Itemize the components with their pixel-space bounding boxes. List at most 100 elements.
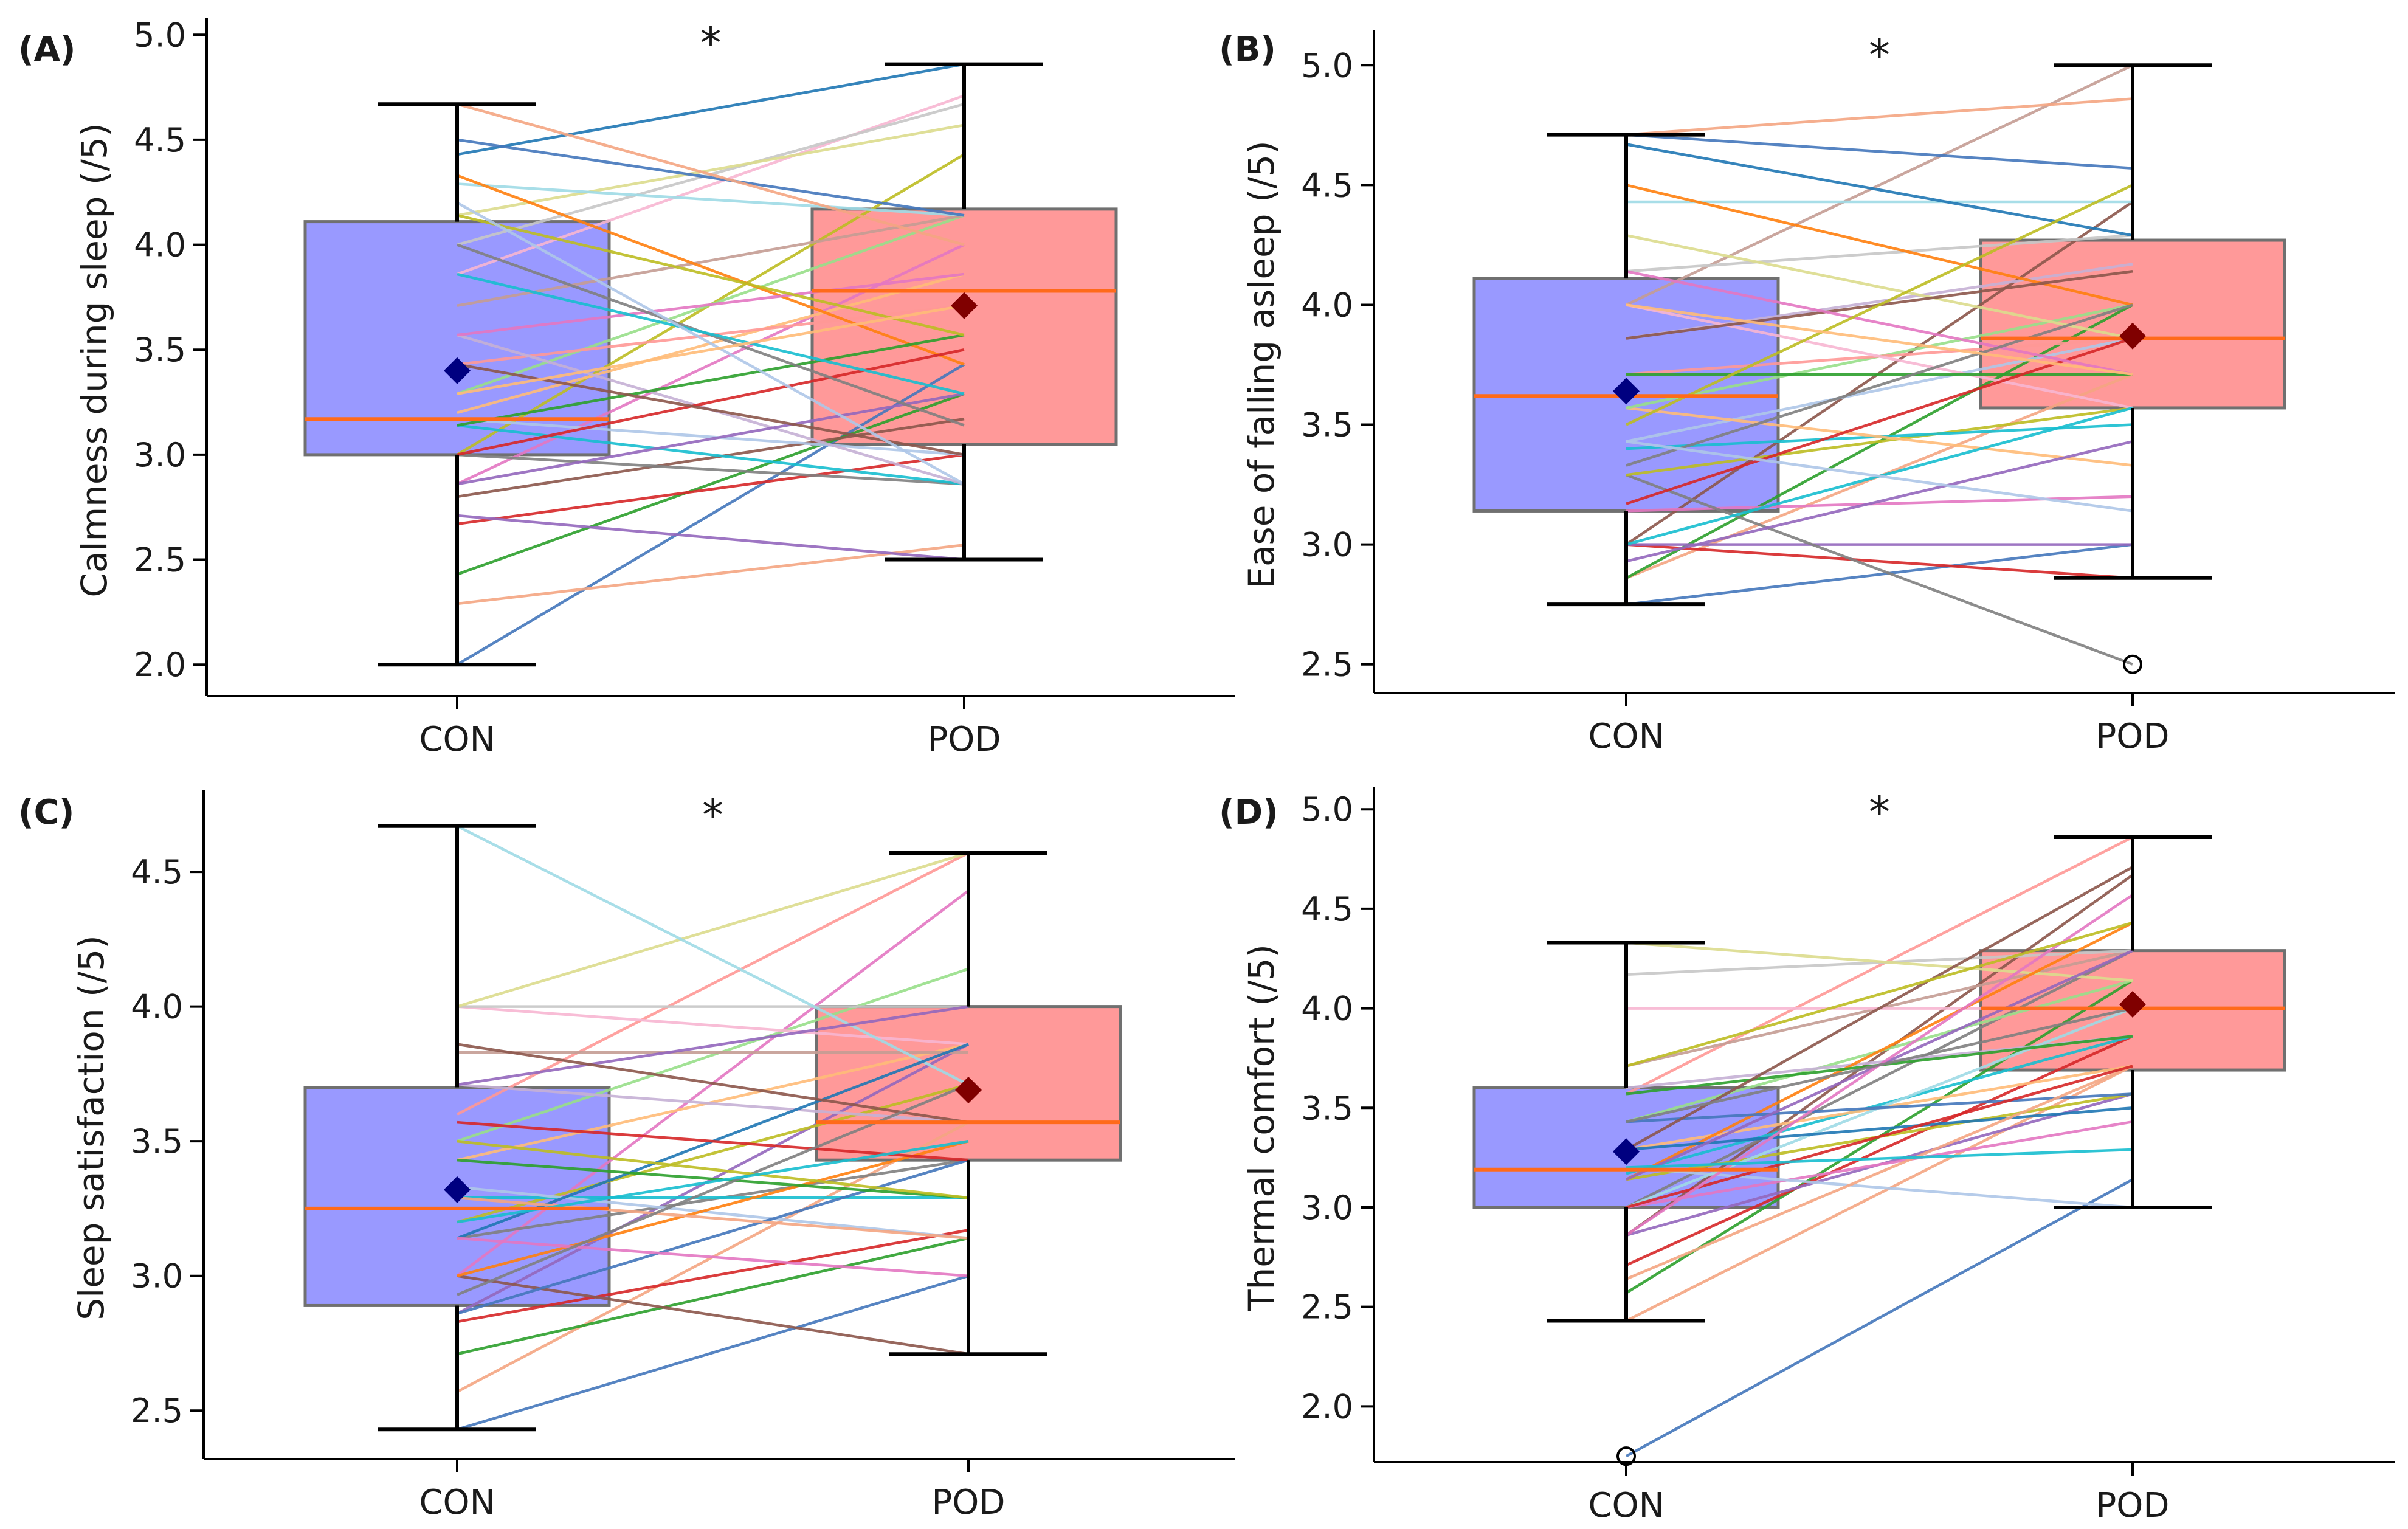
participant-line	[1626, 1007, 2133, 1123]
x-tick-label-con: CON	[419, 720, 495, 759]
participant-line	[457, 123, 965, 217]
participant-line	[1625, 1178, 2134, 1458]
participant-line	[457, 424, 965, 486]
y-tick-label: 3.0	[131, 1257, 183, 1296]
y-tick-label: 4.0	[134, 226, 186, 264]
y-tick-label: 4.0	[1301, 990, 1353, 1028]
significance-marker: *	[1869, 30, 1890, 80]
participant-line	[1626, 543, 2133, 606]
participant-line	[457, 174, 965, 366]
participant-line	[457, 1274, 969, 1431]
participant-line	[1626, 440, 2133, 513]
y-tick-label: 5.0	[134, 16, 186, 54]
participant-line	[457, 514, 965, 561]
participant-line	[457, 1237, 969, 1277]
participant-line	[1626, 303, 2133, 376]
participant-line	[1626, 1065, 2133, 1280]
panel-c: (C) * Sleep satisfaction (/5) 2.5 3.0 3.5 4.0 4…	[18, 790, 1235, 1522]
y-axis-title: Thermal comfort (/5)	[1241, 944, 1282, 1312]
participant-line	[457, 1186, 969, 1240]
x-tick-label-pod: POD	[2096, 717, 2170, 756]
participant-line	[457, 851, 969, 1008]
con-mean-marker	[444, 357, 471, 384]
participant-line	[1626, 337, 2133, 505]
participant-line	[1626, 270, 2133, 376]
participant-line	[457, 214, 965, 337]
participant-line	[1626, 1035, 2133, 1266]
participant-line	[457, 417, 965, 457]
participant-line	[457, 138, 965, 217]
participant-line	[1626, 941, 2133, 982]
panel-a: (A) * Calmness during sleep (/5) 2.0 2.5 3.0 3…	[18, 16, 1235, 759]
participant-line	[457, 1005, 969, 1086]
con-mean-marker	[1613, 378, 1640, 405]
pod-mean-marker	[955, 1076, 982, 1103]
participant-line	[457, 333, 965, 427]
y-tick-label: 4.0	[131, 988, 183, 1026]
participant-line	[457, 1158, 969, 1199]
paired-lines	[456, 63, 965, 666]
participant-line	[457, 417, 965, 499]
pod-mean-marker	[951, 292, 978, 319]
panel-letter: (B)	[1219, 30, 1276, 69]
participant-line	[1626, 233, 2133, 273]
participant-line	[457, 1083, 969, 1124]
participant-line	[456, 824, 970, 1086]
participant-line	[1626, 143, 2133, 237]
y-tick-label: 2.5	[1301, 1288, 1353, 1327]
y-tick-label: 4.5	[1301, 890, 1353, 928]
panel-letter: (C)	[18, 793, 74, 832]
participant-line	[1626, 184, 2133, 306]
x-tick-label-con: CON	[1588, 1486, 1664, 1525]
pod-mean-marker	[2119, 322, 2146, 350]
participant-line	[1625, 836, 2134, 1096]
participant-line	[457, 182, 965, 217]
y-tick-label: 3.5	[131, 1122, 183, 1161]
participant-line	[1626, 474, 2133, 666]
y-tick-label: 4.5	[134, 121, 186, 159]
pod-mean-marker	[2119, 991, 2146, 1018]
y-tick-label: 2.5	[1301, 646, 1353, 684]
x-tick-label-con: CON	[1588, 717, 1664, 756]
panel-letter: (D)	[1219, 793, 1278, 832]
y-axis-title: Calmness during sleep (/5)	[74, 123, 115, 597]
participant-line	[456, 363, 965, 666]
paired-lines	[1625, 64, 2134, 666]
participant-line	[457, 392, 965, 486]
participant-line	[457, 544, 965, 606]
participant-line	[457, 272, 965, 395]
y-tick-label: 5.0	[1301, 46, 1353, 85]
y-tick-label: 2.0	[134, 646, 186, 684]
outlier-point	[2123, 654, 2142, 674]
significance-marker: *	[1869, 787, 1890, 837]
x-tick-label-pod: POD	[932, 1483, 1006, 1522]
participant-line	[457, 1043, 969, 1124]
y-axis-title: Ease of falling asleep (/5)	[1241, 140, 1282, 588]
participant-line	[1626, 233, 2133, 340]
participant-line	[457, 1139, 969, 1277]
paired-lines	[1625, 836, 2134, 1458]
participant-line	[457, 304, 965, 395]
participant-line	[457, 1139, 969, 1199]
x-tick-label-con: CON	[419, 1483, 495, 1522]
participant-line	[1626, 1148, 2133, 1169]
y-tick-label: 3.0	[134, 436, 186, 474]
participant-line	[457, 1159, 969, 1315]
y-tick-label: 5.0	[1301, 790, 1353, 829]
participant-line	[1626, 1120, 2133, 1209]
panel-letter: (A)	[18, 30, 76, 69]
participant-line	[1626, 133, 2133, 170]
participant-line	[1626, 1065, 2133, 1209]
y-tick-label: 2.0	[1301, 1387, 1353, 1426]
pod-box	[1979, 949, 2286, 1072]
participant-line	[1626, 303, 2133, 410]
y-tick-label: 4.5	[131, 853, 183, 891]
participant-line	[1626, 543, 2133, 580]
participant-line	[1626, 1092, 2133, 1123]
y-tick-label: 3.0	[1301, 1189, 1353, 1227]
participant-line	[457, 63, 965, 156]
y-tick-label: 3.5	[1301, 406, 1353, 444]
significance-marker: *	[702, 790, 723, 840]
participant-line	[457, 348, 965, 457]
y-axis-title: Sleep satisfaction (/5)	[71, 935, 112, 1320]
